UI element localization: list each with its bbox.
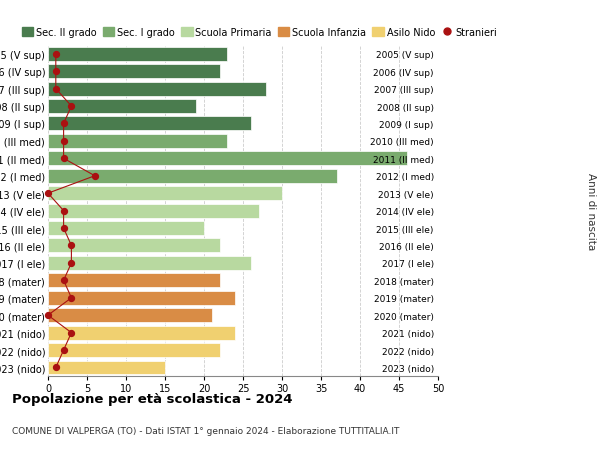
Point [90, 173, 100, 180]
Bar [48, 152, 407, 166]
Point [43, 312, 53, 319]
Point [67, 103, 76, 111]
Text: Anni di nascita: Anni di nascita [586, 173, 596, 250]
Bar [48, 134, 227, 149]
Bar [48, 291, 235, 305]
Bar [48, 117, 251, 131]
Point [51, 68, 61, 76]
Text: Popolazione per età scolastica - 2024: Popolazione per età scolastica - 2024 [12, 392, 293, 405]
Bar [48, 308, 212, 323]
Bar [48, 343, 220, 357]
Point [59, 155, 68, 162]
Point [59, 207, 68, 215]
Bar [48, 326, 235, 340]
Bar [48, 361, 165, 375]
Text: COMUNE DI VALPERGA (TO) - Dati ISTAT 1° gennaio 2024 - Elaborazione TUTTITALIA.I: COMUNE DI VALPERGA (TO) - Dati ISTAT 1° … [12, 426, 400, 435]
Point [51, 51, 61, 58]
Bar [48, 169, 337, 183]
Bar [48, 274, 220, 288]
Point [67, 329, 76, 336]
Bar [48, 83, 266, 96]
Point [67, 242, 76, 250]
Point [67, 294, 76, 302]
Point [59, 277, 68, 285]
Point [59, 138, 68, 145]
Bar [48, 204, 259, 218]
Point [51, 364, 61, 371]
Bar [48, 239, 220, 253]
Bar [48, 100, 196, 114]
Point [59, 121, 68, 128]
Bar [48, 187, 282, 201]
Legend: Sec. II grado, Sec. I grado, Scuola Primaria, Scuola Infanzia, Asilo Nido, Stran: Sec. II grado, Sec. I grado, Scuola Prim… [22, 28, 497, 38]
Bar [48, 257, 251, 270]
Point [59, 225, 68, 232]
Bar [48, 65, 220, 79]
Point [43, 190, 53, 197]
Bar [48, 222, 204, 235]
Bar [48, 48, 227, 62]
Point [59, 347, 68, 354]
Point [67, 260, 76, 267]
Point [51, 86, 61, 93]
